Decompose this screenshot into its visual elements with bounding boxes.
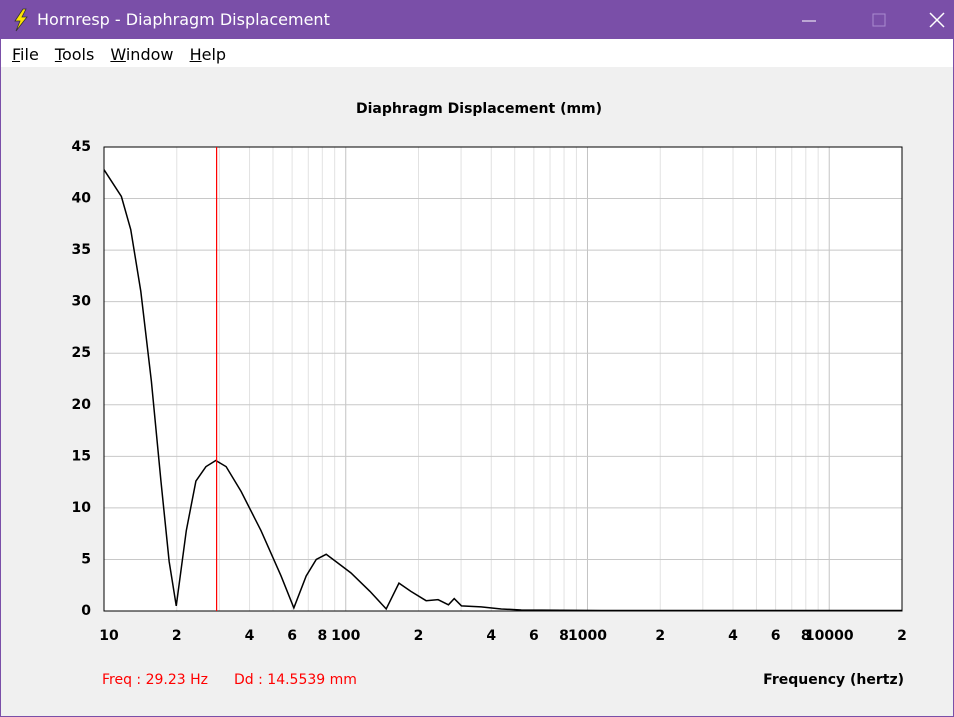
x-tick-label: 100 bbox=[331, 628, 360, 644]
x-axis-label: Frequency (hertz) bbox=[763, 672, 904, 688]
plot-border bbox=[103, 146, 903, 612]
x-tick-label: 10 bbox=[99, 628, 119, 644]
close-button[interactable] bbox=[929, 12, 945, 28]
menu-item[interactable]: Window bbox=[110, 45, 174, 64]
y-tick-label: 35 bbox=[72, 242, 91, 258]
plot-area bbox=[104, 147, 902, 611]
x-tick-label: 1000 bbox=[568, 628, 607, 644]
x-tick-label: 2 bbox=[414, 628, 424, 644]
data-line bbox=[103, 169, 902, 612]
cursor-displacement: Dd : 14.5539 mm bbox=[234, 672, 357, 688]
y-tick-label: 10 bbox=[72, 500, 92, 516]
menu-item[interactable]: Help bbox=[189, 45, 227, 64]
x-tick-label: 2 bbox=[655, 628, 665, 644]
x-tick-label: 10000 bbox=[805, 628, 854, 644]
y-tick-label: 5 bbox=[81, 551, 91, 567]
x-tick-label: 4 bbox=[486, 628, 496, 644]
title-bar: Hornresp - Diaphragm Displacement bbox=[1, 1, 953, 39]
y-tick-label: 20 bbox=[72, 397, 92, 413]
menu-bar: File Tools Window Help bbox=[1, 39, 953, 67]
y-tick-label: 45 bbox=[72, 139, 91, 155]
x-tick-label: 8 bbox=[559, 628, 569, 644]
maximize-button bbox=[872, 13, 886, 27]
app-icon bbox=[14, 8, 28, 32]
x-tick-label: 4 bbox=[728, 628, 738, 644]
x-tick-label: 6 bbox=[771, 628, 781, 644]
chart-title: Diaphragm Displacement (mm) bbox=[356, 101, 602, 117]
x-tick-label: 6 bbox=[529, 628, 539, 644]
y-tick-label: 25 bbox=[72, 345, 91, 361]
y-tick-label: 15 bbox=[72, 448, 91, 464]
y-tick-label: 30 bbox=[72, 294, 92, 310]
x-tick-label: 6 bbox=[287, 628, 297, 644]
window-controls bbox=[802, 12, 945, 28]
x-tick-label: 2 bbox=[172, 628, 182, 644]
x-tick-label: 8 bbox=[801, 628, 811, 644]
x-tick-label: 4 bbox=[245, 628, 255, 644]
x-tick-label: 8 bbox=[317, 628, 327, 644]
menu-item[interactable]: Tools bbox=[54, 45, 95, 64]
x-tick-label: 2 bbox=[897, 628, 907, 644]
cursor-frequency: Freq : 29.23 Hz bbox=[102, 672, 208, 688]
menu-item[interactable]: File bbox=[12, 45, 39, 64]
y-tick-label: 40 bbox=[72, 191, 92, 207]
y-tick-label: 0 bbox=[81, 603, 91, 619]
window-title: Hornresp - Diaphragm Displacement bbox=[37, 10, 330, 29]
